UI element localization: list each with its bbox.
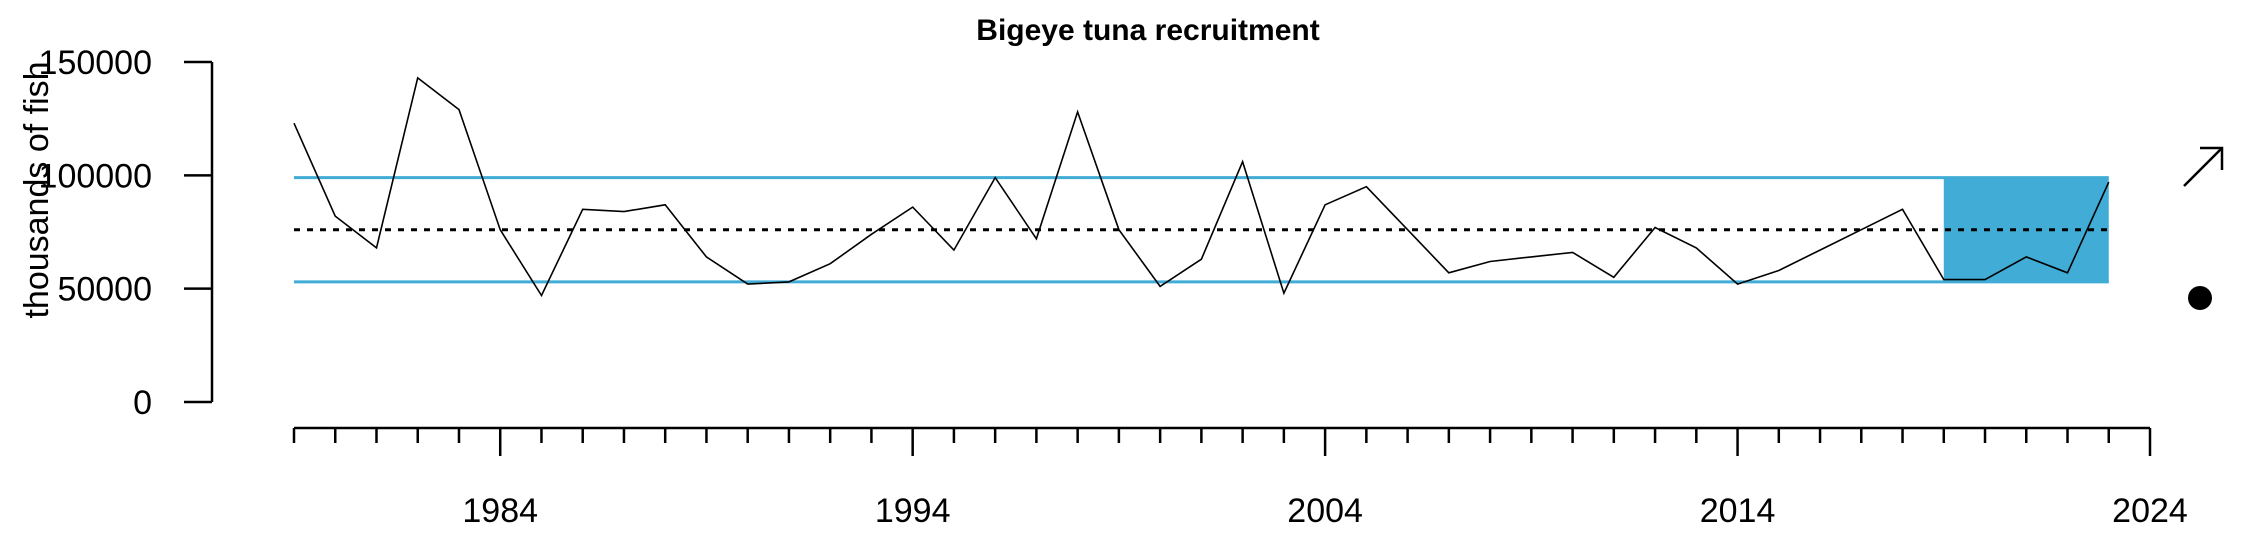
- recruitment-series-line: [293, 76, 2110, 298]
- chart-title: Bigeye tuna recruitment: [976, 14, 1319, 47]
- plot-area: [293, 76, 2110, 298]
- y-axis-label: thousands of fish: [18, 61, 56, 318]
- y-tick-label: 100000: [39, 157, 152, 195]
- trend-up-arrow-icon: [2183, 147, 2223, 187]
- indicators: [2183, 146, 2224, 310]
- y-tick-label: 0: [133, 384, 152, 422]
- y-axis: 0 50000 100000 150000: [39, 44, 214, 422]
- y-tick-label: 150000: [39, 44, 152, 82]
- x-tick-label: 2024: [2112, 492, 2188, 530]
- x-tick-label: 1994: [875, 492, 951, 530]
- trend-arrow-head-icon: [2200, 146, 2224, 170]
- x-tick-label: 2004: [1287, 492, 1363, 530]
- status-dot-icon: [2188, 286, 2212, 310]
- x-tick-label: 2014: [1700, 492, 1776, 530]
- y-tick-label: 50000: [57, 271, 152, 309]
- x-tick-label: 1984: [462, 492, 538, 530]
- x-axis: 1984 1994 2004 2014 2024: [292, 426, 2188, 530]
